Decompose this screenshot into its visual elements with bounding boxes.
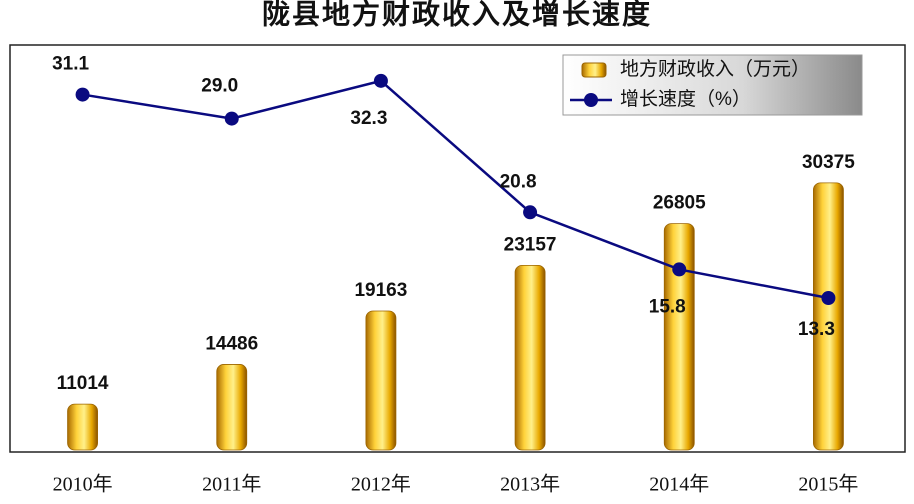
bar: [365, 310, 397, 451]
legend-label: 增长速度（%）: [620, 88, 751, 110]
data-label: 20.8: [500, 171, 537, 192]
chart-title: 陇县地方财政收入及增长速度: [262, 0, 652, 30]
bar: [663, 223, 695, 451]
line: [82, 79, 829, 300]
bar: [67, 403, 98, 451]
data-label: 14486: [205, 333, 258, 354]
marker: [672, 262, 687, 277]
x-tick-label: 2013年: [500, 473, 560, 496]
data-label: 19163: [354, 280, 407, 301]
x-tick-label: 2014年: [649, 473, 709, 496]
bar: [216, 364, 248, 451]
data-label: 13.3: [798, 319, 835, 340]
data-label: 31.1: [52, 54, 89, 75]
data-label: 32.3: [350, 108, 387, 129]
plot-area: [9, 44, 906, 453]
legend: 地方财政收入（万元） 增长速度（%）: [562, 54, 863, 116]
data-label: 26805: [653, 193, 706, 214]
legend-label: 地方财政收入（万元）: [620, 58, 810, 80]
data-label: 30375: [802, 152, 855, 173]
legend-swatch: [584, 93, 598, 107]
bar: [813, 182, 844, 451]
marker: [821, 291, 836, 305]
data-label: 23157: [504, 234, 557, 255]
marker: [75, 87, 90, 102]
bar: [514, 264, 546, 451]
marker: [224, 111, 239, 126]
x-tick-label: 2010年: [53, 473, 113, 496]
x-tick-label: 2015年: [798, 473, 858, 496]
marker: [523, 205, 538, 220]
data-label: 29.0: [201, 76, 238, 97]
x-tick-label: 2011年: [202, 473, 261, 496]
x-tick-label: 2012年: [351, 473, 411, 496]
legend-swatch: [581, 62, 607, 78]
data-label: 11014: [57, 373, 109, 394]
legend-box: [562, 54, 863, 116]
marker: [373, 73, 388, 88]
data-label: 15.8: [649, 296, 686, 317]
